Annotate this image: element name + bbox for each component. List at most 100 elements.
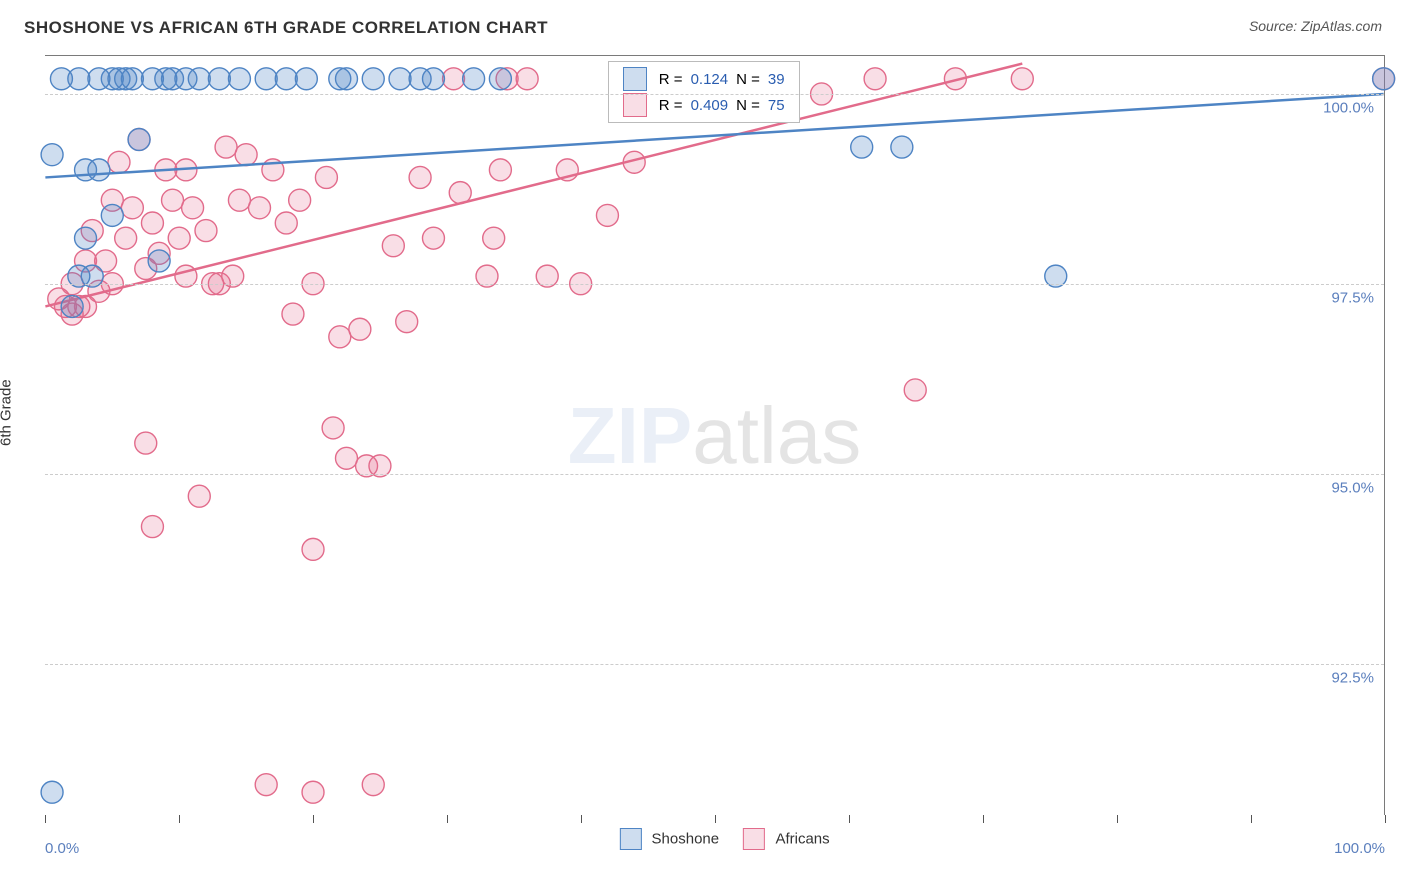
shoshone-point [188, 68, 210, 90]
shoshone-point [75, 227, 97, 249]
gridline [45, 664, 1384, 665]
africans-point [489, 159, 511, 181]
gridline [45, 474, 1384, 475]
africans-point [121, 197, 143, 219]
ytick-label: 97.5% [1331, 290, 1374, 307]
africans-point [162, 189, 184, 211]
africans-point [483, 227, 505, 249]
africans-point [115, 227, 137, 249]
africans-point [362, 774, 384, 796]
africans-point [215, 136, 237, 158]
xtick [45, 815, 46, 823]
shoshone-point [68, 68, 90, 90]
ytick-label: 92.5% [1331, 670, 1374, 687]
xtick [1385, 815, 1386, 823]
africans-point [864, 68, 886, 90]
n-label: N = [732, 92, 764, 118]
plot-svg [45, 56, 1384, 815]
legend-label-shoshone: Shoshone [652, 831, 720, 848]
n-value-africans: 75 [764, 92, 789, 118]
y-axis-label: 6th Grade [0, 379, 15, 446]
xtick [179, 815, 180, 823]
africans-trendline [45, 64, 1022, 307]
africans-point [396, 311, 418, 333]
africans-point [1011, 68, 1033, 90]
africans-point [235, 144, 257, 166]
africans-point [382, 235, 404, 257]
africans-point [302, 538, 324, 560]
africans-point [255, 774, 277, 796]
legend-label-africans: Africans [775, 831, 829, 848]
r-label: R = [655, 92, 687, 118]
shoshone-point [335, 68, 357, 90]
africans-point [289, 189, 311, 211]
series-legend: Shoshone Africans [599, 828, 829, 850]
africans-point [108, 151, 130, 173]
africans-point [141, 212, 163, 234]
africans-point [168, 227, 190, 249]
xtick [313, 815, 314, 823]
swatch-shoshone-icon [619, 828, 641, 850]
shoshone-point [128, 129, 150, 151]
africans-point [249, 197, 271, 219]
source-label: Source: ZipAtlas.com [1249, 18, 1382, 34]
swatch-africans-icon [743, 828, 765, 850]
xtick-label: 100.0% [1334, 840, 1385, 857]
shoshone-point [463, 68, 485, 90]
shoshone-point [88, 159, 110, 181]
shoshone-point [422, 68, 444, 90]
africans-point [349, 318, 371, 340]
shoshone-point [41, 781, 63, 803]
shoshone-point [489, 68, 511, 90]
shoshone-point [41, 144, 63, 166]
shoshone-point [208, 68, 230, 90]
africans-point [329, 326, 351, 348]
africans-point [409, 166, 431, 188]
shoshone-point [275, 68, 297, 90]
xtick [849, 815, 850, 823]
ytick-label: 95.0% [1331, 480, 1374, 497]
shoshone-point [362, 68, 384, 90]
r-label: R = [655, 66, 687, 92]
gridline [45, 284, 1384, 285]
xtick [581, 815, 582, 823]
chart-title: SHOSHONE VS AFRICAN 6TH GRADE CORRELATIO… [24, 18, 548, 37]
africans-point [315, 166, 337, 188]
africans-point [335, 447, 357, 469]
r-value-africans: 0.409 [687, 92, 733, 118]
plot-area: ZIPatlas R = 0.124 N = 39 R = 0.409 N = … [45, 55, 1385, 815]
shoshone-point [891, 136, 913, 158]
r-value-shoshone: 0.124 [687, 66, 733, 92]
n-label: N = [732, 66, 764, 92]
shoshone-point [851, 136, 873, 158]
xtick [983, 815, 984, 823]
africans-point [141, 516, 163, 538]
shoshone-point [295, 68, 317, 90]
africans-point [135, 432, 157, 454]
africans-point [904, 379, 926, 401]
swatch-shoshone-icon [623, 67, 647, 91]
xtick [447, 815, 448, 823]
shoshone-point [101, 204, 123, 226]
africans-point [188, 485, 210, 507]
africans-point [443, 68, 465, 90]
shoshone-point [61, 295, 83, 317]
xtick-label: 0.0% [45, 840, 79, 857]
africans-point [596, 204, 618, 226]
xtick [1251, 815, 1252, 823]
africans-point [195, 220, 217, 242]
gridline [45, 94, 1384, 95]
africans-point [182, 197, 204, 219]
xtick [1117, 815, 1118, 823]
shoshone-point [255, 68, 277, 90]
swatch-africans-icon [623, 93, 647, 117]
n-value-shoshone: 39 [764, 66, 789, 92]
xtick [715, 815, 716, 823]
africans-point [322, 417, 344, 439]
shoshone-point [389, 68, 411, 90]
africans-point [302, 781, 324, 803]
shoshone-point [228, 68, 250, 90]
africans-point [422, 227, 444, 249]
stats-legend: R = 0.124 N = 39 R = 0.409 N = 75 [608, 61, 800, 123]
africans-point [282, 303, 304, 325]
